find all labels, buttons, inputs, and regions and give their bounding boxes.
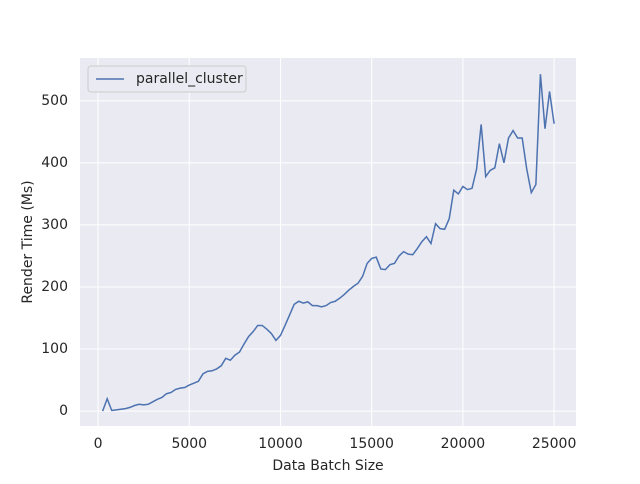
y-tick-label: 300 <box>41 217 68 233</box>
plot-area <box>80 58 576 426</box>
x-tick-label: 5000 <box>171 436 207 452</box>
y-tick-label: 200 <box>41 279 68 295</box>
y-tick-label: 400 <box>41 155 68 171</box>
legend-label: parallel_cluster <box>136 71 243 87</box>
y-tick-label: 500 <box>41 93 68 109</box>
legend-box <box>87 65 247 93</box>
line-series <box>101 74 555 412</box>
y-axis-label: Render Time (Ms) <box>20 180 36 303</box>
x-tick-label: 20000 <box>441 436 486 452</box>
x-tick-label: 0 <box>94 436 103 452</box>
x-tick-label: 15000 <box>349 436 394 452</box>
y-tick-label: 100 <box>41 341 68 357</box>
x-tick-label: 10000 <box>258 436 303 452</box>
y-tick-label: 0 <box>59 403 68 419</box>
legend: parallel_cluster <box>87 65 247 93</box>
x-tick-label: 25000 <box>532 436 577 452</box>
x-axis-label: Data Batch Size <box>272 458 383 474</box>
